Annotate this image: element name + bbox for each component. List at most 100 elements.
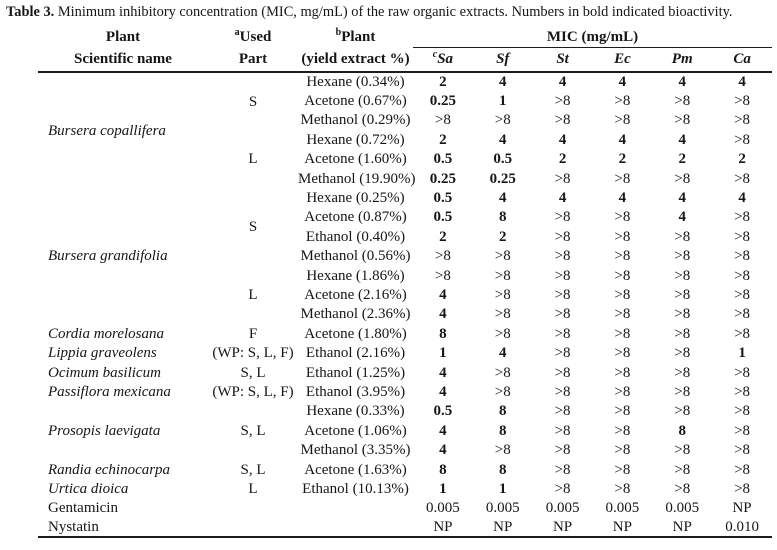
mic-value-cell: >8 — [554, 306, 571, 323]
plant-name-cell: Gentamicin — [48, 500, 118, 517]
mic-value-cell: >8 — [494, 306, 511, 323]
mic-value-cell: >8 — [734, 209, 751, 226]
used-part-cell: L — [248, 286, 258, 303]
table-row: Lippia graveolens (WP: S, L, F) Ethanol (2… — [38, 343, 772, 362]
mic-value-cell: >8 — [494, 383, 511, 400]
plant-name-cell: Nystatin — [38, 517, 208, 539]
mic-value-cell: >8 — [674, 170, 691, 187]
mic-value-cell: >8 — [434, 267, 451, 284]
mic-value-cell: >8 — [674, 112, 691, 129]
mic-value-cell: >8 — [554, 286, 571, 303]
mic-value-cell: >8 — [434, 112, 451, 129]
mic-value-cell: 4 — [558, 74, 567, 91]
extract-yield-cell: Ethanol (2.16%) — [305, 345, 406, 362]
mic-value-cell: 0.005 — [665, 500, 700, 517]
table-row: Urtica dioica L Ethanol (10.13%) 1 1 >8 >8 >8 >8 — [38, 479, 772, 498]
organism-header-cell: Ca — [712, 47, 772, 73]
plant-name-cell: Randia echinocarpa — [48, 461, 171, 478]
mic-value-cell: 8 — [498, 422, 507, 439]
mic-value-cell: 8 — [498, 403, 507, 420]
used-part-cell: L — [248, 151, 258, 168]
mic-value-cell: 4 — [558, 190, 567, 207]
mic-value-cell: 4 — [618, 131, 627, 148]
table-row: Passiflora mexicana (WP: S, L, F) Ethanol … — [38, 382, 772, 401]
mic-value-cell: >8 — [494, 286, 511, 303]
mic-value-cell: >8 — [614, 286, 631, 303]
plant-name-cell: Bursera grandifolia — [48, 248, 168, 265]
mic-value-cell: 4 — [618, 190, 627, 207]
mic-value-cell: >8 — [614, 306, 631, 323]
mic-value-cell: >8 — [734, 131, 751, 148]
mic-value-cell: >8 — [554, 93, 571, 110]
mic-value-cell: >8 — [674, 345, 691, 362]
extract-yield-cell: Acetone (0.87%) — [304, 209, 407, 226]
mic-value-cell: 4 — [498, 74, 507, 91]
mic-value-cell: >8 — [614, 325, 631, 342]
extract-yield-cell: Acetone (1.06%) — [304, 422, 407, 439]
used-part-cell: (WP: S, L, F) — [212, 345, 294, 362]
plant-name-cell: Passiflora mexicana — [48, 383, 171, 400]
mic-value-cell: 2 — [439, 228, 447, 245]
mic-value-cell: >8 — [734, 461, 751, 478]
mic-value-cell: 0.010 — [712, 517, 772, 539]
mic-value-cell: >8 — [494, 112, 511, 129]
mic-value-cell: >8 — [674, 364, 691, 381]
extract-yield-cell: Methanol (19.90%) — [298, 170, 416, 187]
table-row: Methanol (0.29%) >8 >8 >8 >8 >8 >8 — [38, 111, 772, 130]
organism-header-cell: Pm — [652, 47, 713, 73]
mic-value-cell: >8 — [494, 442, 511, 459]
col-header-mic-group: MIC (mg/mL) — [413, 27, 772, 48]
mic-value-cell: >8 — [674, 248, 691, 265]
mic-value-cell: 4 — [618, 74, 627, 91]
mic-value-cell: 1 — [439, 345, 447, 362]
table-caption: Table 3. Minimum inhibitory concentratio… — [6, 4, 774, 21]
used-part-cell: S — [248, 93, 258, 110]
table-row: L Hexane (0.72%) 2 4 4 4 4 >8 — [38, 130, 772, 167]
mic-value-cell: 1 — [439, 480, 447, 497]
mic-value-cell: 4 — [439, 306, 447, 323]
mic-value-cell: >8 — [614, 93, 631, 110]
mic-value-cell: >8 — [674, 383, 691, 400]
mic-value-cell: >8 — [734, 364, 751, 381]
mic-value-cell: >8 — [734, 267, 751, 284]
mic-value-cell: >8 — [494, 248, 511, 265]
mic-value-cell: 8 — [498, 461, 507, 478]
mic-value-cell: 2 — [618, 151, 627, 168]
mic-value-cell: 0.005 — [426, 500, 460, 517]
extract-yield-cell: Hexane (0.72%) — [306, 131, 405, 148]
mic-value-cell: >8 — [734, 480, 751, 497]
plant-name-cell: Prosopis laevigata — [48, 422, 161, 439]
mic-value-cell: 0.005 — [545, 500, 580, 517]
mic-value-cell: 2 — [678, 151, 686, 168]
table-body: Bursera copallifera S Hexane (0.34%) 2 4 4 4 4 4… — [38, 72, 772, 539]
mic-value-cell: >8 — [674, 306, 691, 323]
extract-yield-cell: Acetone (0.67%) — [304, 93, 407, 110]
mic-value-cell: >8 — [674, 325, 691, 342]
mic-value-cell: 4 — [498, 345, 507, 362]
mic-value-cell: 8 — [498, 209, 507, 226]
mic-value-cell: 8 — [678, 422, 686, 439]
organism-header-cell: cSa — [413, 47, 473, 73]
mic-value-cell: NP — [732, 500, 752, 517]
extract-yield-cell: Ethanol (10.13%) — [302, 480, 409, 497]
mic-value-cell: >8 — [674, 267, 691, 284]
table-row: Ethanol (0.40%) 2 2 >8 >8 >8 >8 — [38, 227, 772, 246]
mic-value-cell: NP — [472, 517, 533, 539]
mic-value-cell: 4 — [439, 422, 447, 439]
table-caption-label: Table 3. — [6, 4, 55, 20]
mic-value-cell: >8 — [614, 480, 631, 497]
mic-value-cell: >8 — [674, 93, 691, 110]
table-row: Ocimum basilicum S, L Ethanol (1.25%) 4 >8 >8… — [38, 363, 772, 382]
extract-yield-cell — [298, 517, 413, 539]
mic-value-cell: >8 — [734, 286, 751, 303]
table-row: Bursera grandifolia S Hexane (0.25%) 0.5 4 4 4… — [38, 188, 772, 264]
extract-yield-cell: Acetone (1.80%) — [304, 325, 407, 342]
col-header-yield-extract: (yield extract %) — [298, 47, 413, 73]
mic-value-cell: >8 — [674, 442, 691, 459]
extract-yield-cell: Acetone (1.60%) — [304, 151, 407, 168]
col-header-scientific-name: Scientific name — [38, 47, 208, 73]
table-row: Methanol (19.90%) 0.25 0.25 >8 >8 >8 >8 — [38, 169, 772, 188]
mic-value-cell: >8 — [674, 228, 691, 245]
mic-value-cell: 4 — [738, 74, 746, 91]
mic-value-cell: 4 — [678, 74, 686, 91]
